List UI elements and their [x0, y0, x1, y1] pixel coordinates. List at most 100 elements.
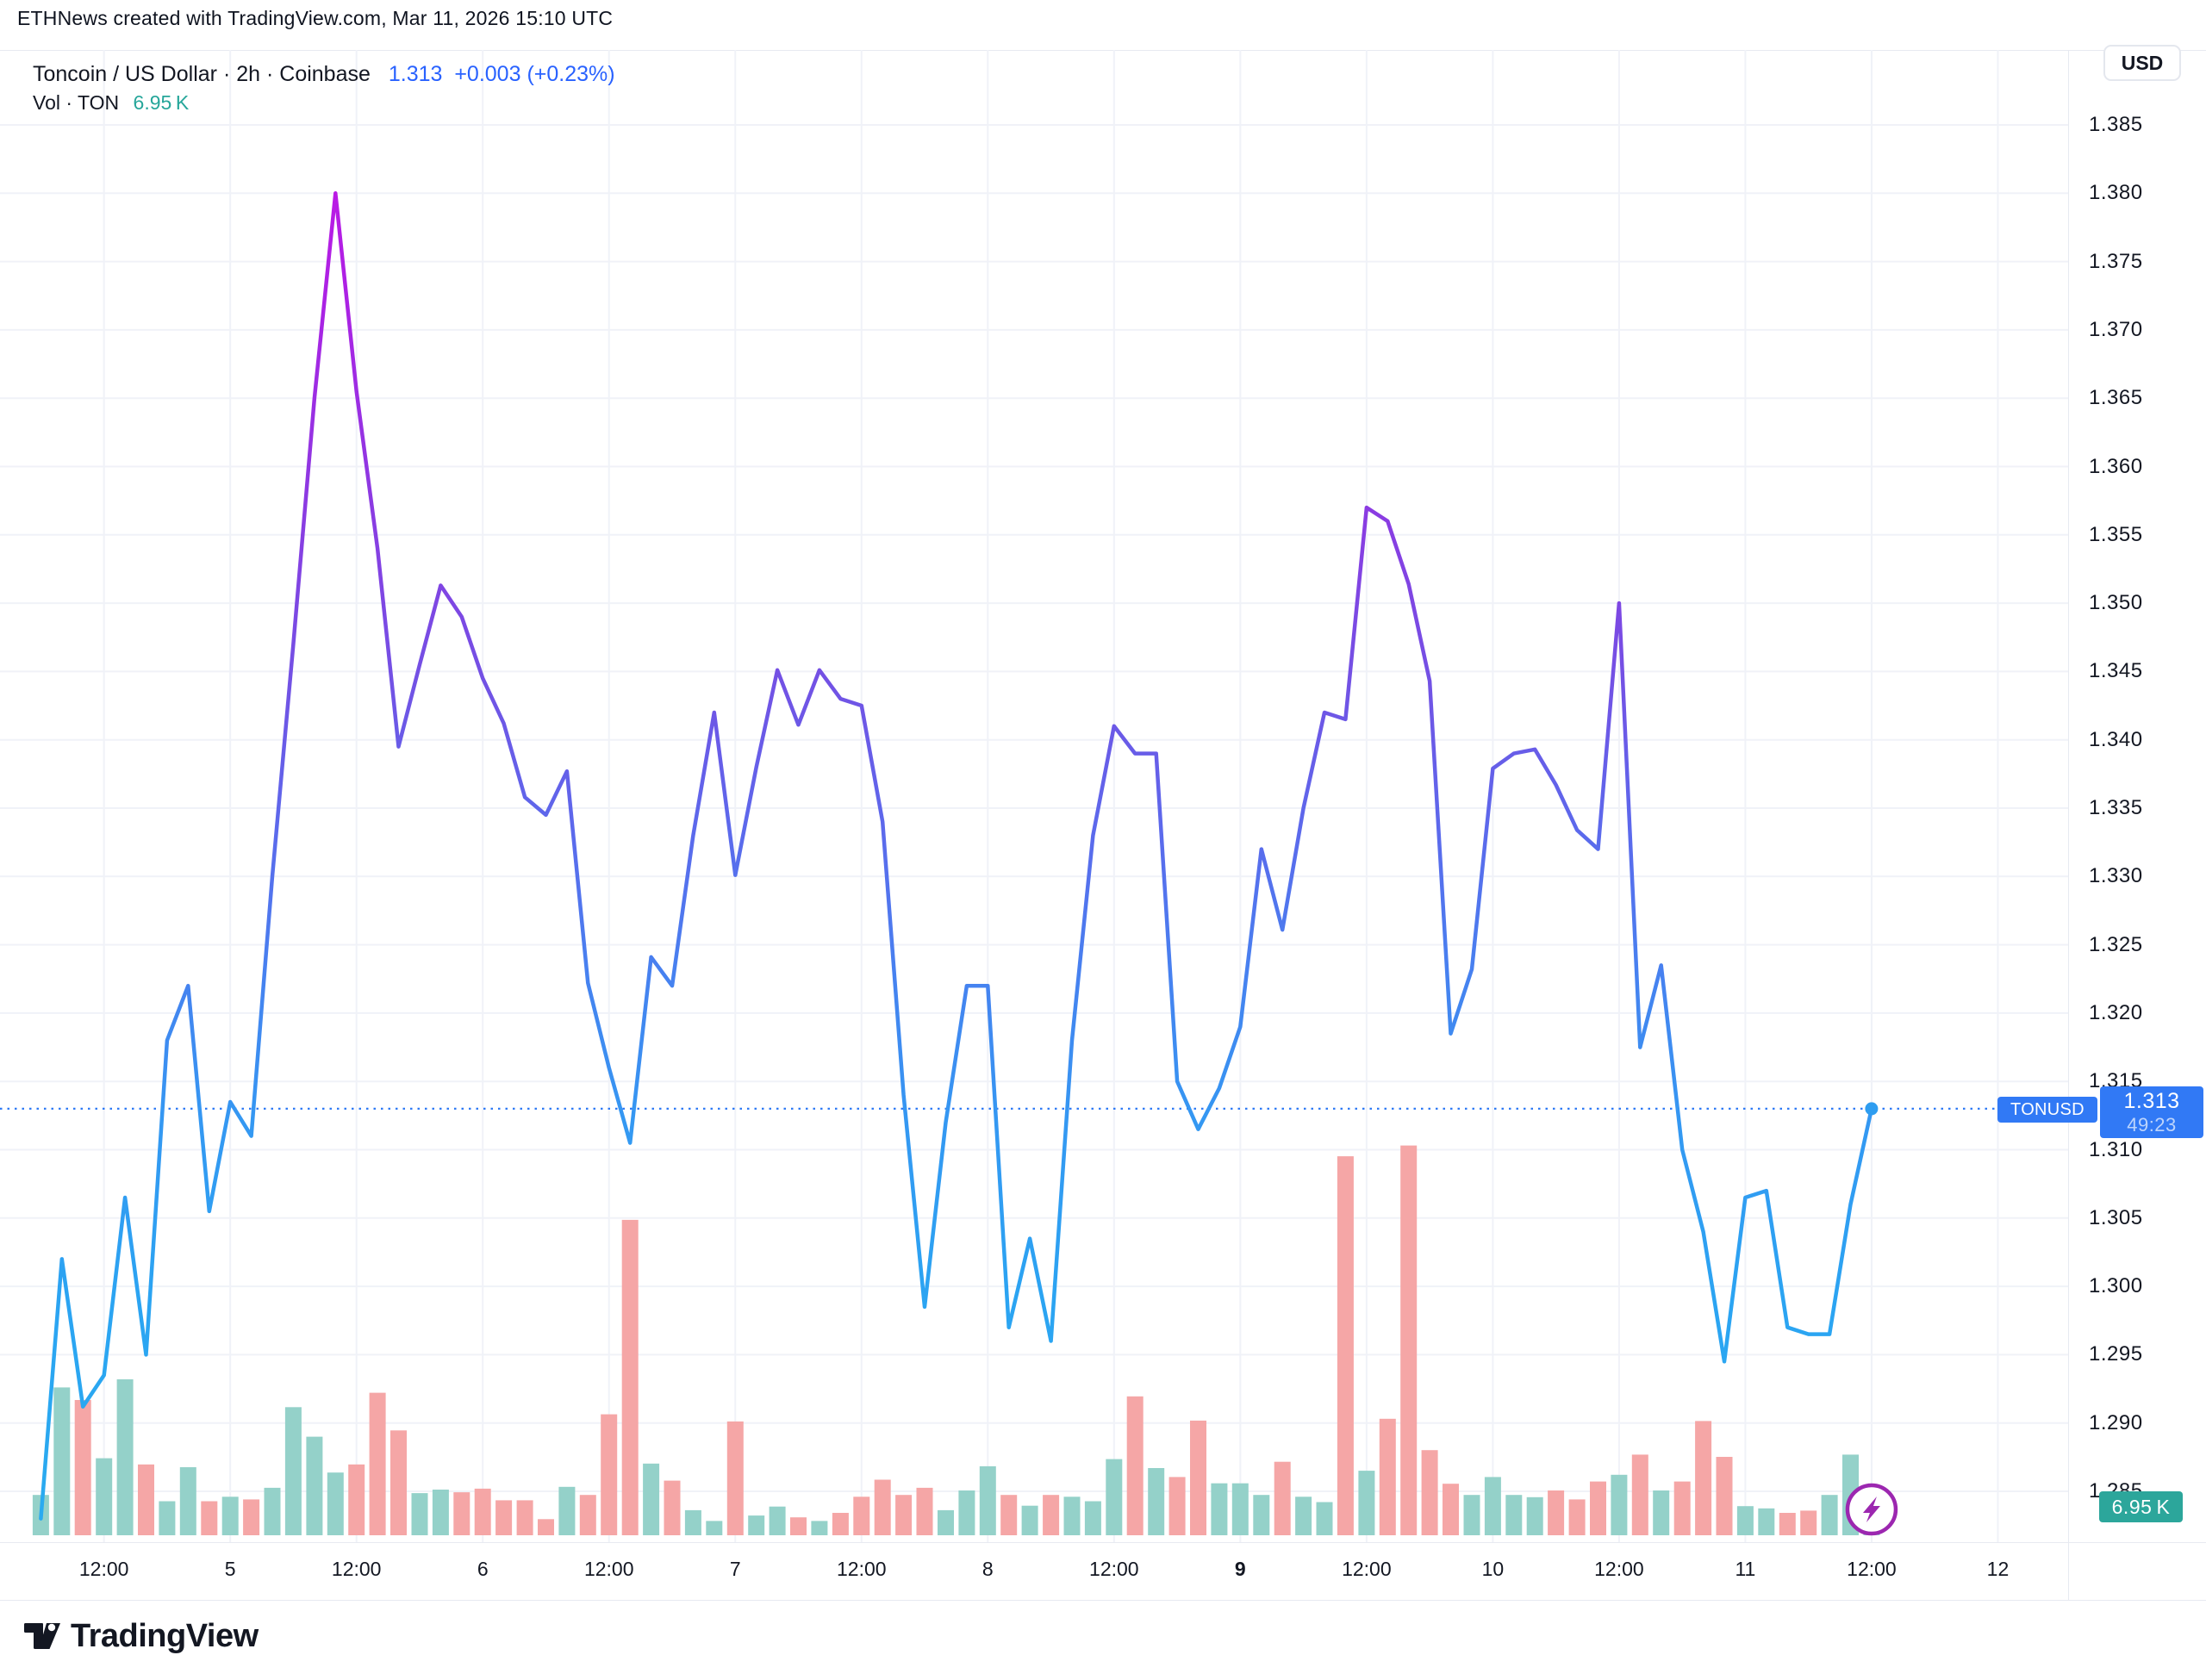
volume-bar	[1168, 1477, 1186, 1535]
tradingview-logo[interactable]: TradingView	[22, 1616, 259, 1656]
price-axis-label: 1.320	[2089, 1000, 2143, 1024]
volume-bar	[1463, 1495, 1480, 1535]
volume-bar	[432, 1490, 449, 1535]
volume-bar	[453, 1492, 470, 1535]
volume-bar	[243, 1499, 260, 1535]
volume-bar	[1316, 1502, 1333, 1535]
price-change: +0.003 (+0.23%)	[454, 62, 615, 86]
tradingview-logo-icon	[24, 1623, 60, 1649]
volume-bar	[579, 1495, 596, 1535]
time-axis-label: 7	[729, 1558, 741, 1580]
chart-top-border	[0, 50, 2206, 51]
exchange-label: Coinbase	[279, 62, 371, 86]
current-volume-badge: 6.95 K	[2099, 1491, 2183, 1522]
lightning-bolt-icon	[1862, 1496, 1880, 1522]
volume-bar	[53, 1387, 71, 1535]
price-axis-label: 1.340	[2089, 727, 2143, 751]
volume-bar	[1063, 1496, 1081, 1535]
volume-bar	[1568, 1499, 1586, 1535]
volume-bar	[390, 1430, 407, 1535]
time-axis-label: 8	[981, 1558, 994, 1580]
time-axis-label: 12:00	[331, 1558, 382, 1580]
volume-bar	[811, 1521, 828, 1535]
currency-toggle-chip[interactable]: USD	[2103, 45, 2181, 81]
volume-bar	[116, 1379, 134, 1535]
volume-bar	[348, 1464, 365, 1535]
symbol-summary[interactable]: Toncoin / US Dollar · 2h · Coinbase 1.31…	[33, 62, 615, 87]
volume-bar	[853, 1496, 870, 1535]
volume-bar	[1590, 1481, 1606, 1535]
volume-bar	[1231, 1483, 1249, 1535]
volume-bar	[1337, 1156, 1354, 1535]
symbol-title[interactable]: Toncoin / US Dollar	[33, 62, 217, 86]
volume-bar	[916, 1487, 933, 1535]
time-axis-border	[0, 1542, 2206, 1543]
interval-label[interactable]: 2h	[236, 62, 261, 86]
chart-bottom-border	[0, 1600, 2206, 1601]
volume-bar	[726, 1421, 744, 1535]
price-axis-label: 1.365	[2089, 386, 2143, 410]
current-price-value: 1.313	[2123, 1088, 2180, 1113]
volume-bar	[769, 1506, 786, 1535]
volume-bar	[1043, 1495, 1060, 1535]
price-axis-label: 1.355	[2089, 522, 2143, 546]
volume-bar	[1421, 1450, 1438, 1535]
volume-bar	[1779, 1513, 1796, 1535]
last-price: 1.313	[388, 62, 443, 86]
volume-bar	[1000, 1495, 1018, 1535]
volume-bar	[706, 1521, 723, 1535]
price-axis-label: 1.380	[2089, 181, 2143, 205]
time-axis-label: 12:00	[1089, 1558, 1139, 1580]
volume-bar	[1190, 1420, 1206, 1535]
volume-bar	[958, 1490, 975, 1535]
volume-bar	[832, 1513, 849, 1535]
price-line	[39, 191, 1874, 1521]
volume-bar	[221, 1496, 239, 1535]
vol-value: 6.95 K	[133, 91, 190, 114]
price-axis-label: 1.330	[2089, 864, 2143, 888]
time-axis-label: 12:00	[78, 1558, 129, 1580]
volume-bar	[1274, 1461, 1291, 1535]
symbol-price-tag[interactable]: TONUSD	[1997, 1097, 2097, 1123]
price-axis-label: 1.295	[2089, 1342, 2143, 1366]
volume-bar	[1211, 1483, 1228, 1535]
volume-bar	[179, 1467, 196, 1535]
volume-summary[interactable]: Vol · TON 6.95 K	[33, 91, 189, 115]
vol-label: Vol · TON	[33, 91, 120, 114]
volume-bar	[621, 1219, 639, 1535]
volume-bar	[1526, 1496, 1543, 1535]
time-axis-label: 12:00	[583, 1558, 634, 1580]
volume-bar	[979, 1465, 996, 1535]
volume-bar	[748, 1515, 765, 1535]
current-price-badge: 1.313 49:23	[2100, 1086, 2203, 1138]
volume-bar	[601, 1414, 618, 1535]
last-price-dot	[1865, 1102, 1879, 1116]
volume-bar	[1548, 1490, 1565, 1535]
bar-countdown: 49:23	[2127, 1113, 2177, 1136]
volume-bar	[1673, 1481, 1691, 1535]
volume-bar	[643, 1463, 660, 1535]
last-price-and-change: 1.313 +0.003 (+0.23%)	[389, 62, 615, 86]
time-axis-label: 12:00	[836, 1558, 887, 1580]
volume-bar	[1758, 1508, 1775, 1535]
volume-bar	[284, 1407, 302, 1535]
price-axis-label: 1.350	[2089, 591, 2143, 615]
volume-bar	[1148, 1468, 1165, 1535]
attribution-text: ETHNews created with TradingView.com, Ma…	[17, 7, 614, 29]
volume-bar	[1358, 1471, 1375, 1535]
volume-bar	[1253, 1495, 1270, 1535]
volume-bar	[1800, 1510, 1817, 1535]
volume-bar	[1505, 1495, 1523, 1535]
volume-bar	[1379, 1418, 1396, 1535]
volume-bar	[1716, 1457, 1733, 1535]
volume-bar	[1021, 1505, 1038, 1535]
volume-bar	[74, 1400, 91, 1535]
volume-bar	[1484, 1477, 1501, 1535]
volume-bar	[1106, 1459, 1123, 1535]
price-axis-border	[2068, 50, 2069, 1600]
volume-bar	[327, 1472, 344, 1535]
volume-bar	[96, 1458, 113, 1535]
separator-dot: ·	[222, 62, 237, 86]
volume-bar	[790, 1517, 807, 1535]
